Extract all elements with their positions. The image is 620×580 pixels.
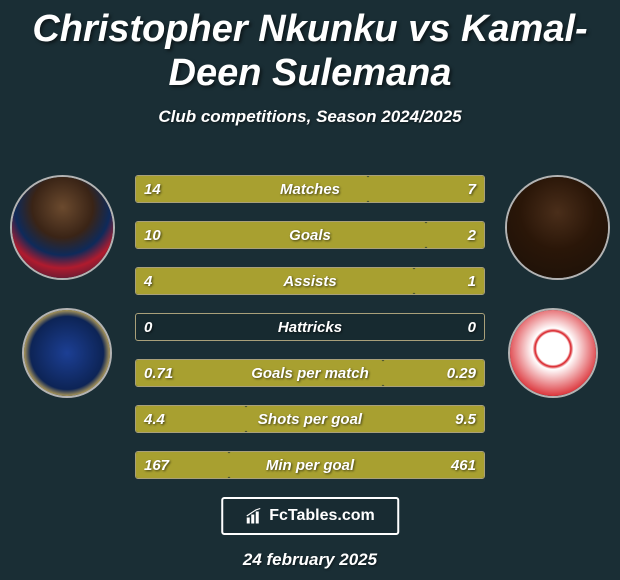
stat-value-right: 0.29 [439,360,484,386]
fctables-logo: FcTables.com [221,497,399,535]
stat-row: Shots per goal4.4 9.5 [135,405,485,433]
stat-row: Hattricks0 0 [135,313,485,341]
player-right-avatar [505,175,610,280]
stat-value-right: 9.5 [447,406,484,432]
chart-icon [245,507,263,525]
stat-value-left: 4.4 [136,406,173,432]
stat-label: Goals [136,222,484,248]
stat-value-left: 167 [136,452,177,478]
stat-value-left: 10 [136,222,169,248]
stat-label: Min per goal [136,452,484,478]
logo-text: FcTables.com [269,507,375,525]
stat-value-left: 14 [136,176,169,202]
stat-label: Matches [136,176,484,202]
club-right-badge [508,308,598,398]
stat-value-left: 0 [136,314,160,340]
stat-value-right: 461 [443,452,484,478]
stat-label: Assists [136,268,484,294]
date-label: 24 february 2025 [0,550,620,570]
stat-value-left: 4 [136,268,160,294]
player-left-avatar [10,175,115,280]
stat-row: Goals10 2 [135,221,485,249]
stat-row: Goals per match0.71 0.29 [135,359,485,387]
stat-value-right: 1 [460,268,484,294]
stat-value-right: 0 [460,314,484,340]
page-title: Christopher Nkunku vs Kamal-Deen Suleman… [0,0,620,95]
stat-value-right: 2 [460,222,484,248]
stat-label: Shots per goal [136,406,484,432]
stat-row: Matches14 7 [135,175,485,203]
stat-bars: Matches14 7 Goals10 2 Assists4 1 Hattricks0 0 Go… [135,175,485,497]
stat-row: Assists4 1 [135,267,485,295]
club-left-badge [22,308,112,398]
stat-value-right: 7 [460,176,484,202]
stat-label: Hattricks [136,314,484,340]
stat-label: Goals per match [136,360,484,386]
stat-row: Min per goal167 461 [135,451,485,479]
stat-value-left: 0.71 [136,360,181,386]
subtitle: Club competitions, Season 2024/2025 [0,107,620,127]
